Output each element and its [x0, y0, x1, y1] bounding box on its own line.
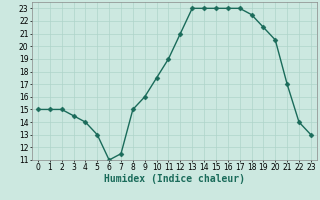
- X-axis label: Humidex (Indice chaleur): Humidex (Indice chaleur): [104, 174, 245, 184]
